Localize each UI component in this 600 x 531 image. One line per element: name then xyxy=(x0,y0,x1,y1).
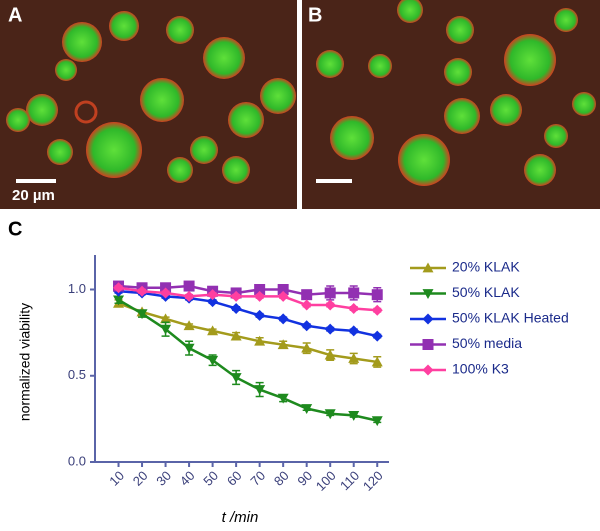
marker xyxy=(324,287,336,299)
legend-label: 100% K3 xyxy=(452,361,509,377)
marker xyxy=(371,330,383,342)
x-axis-title: t /min xyxy=(222,509,259,526)
marker xyxy=(254,290,266,302)
marker xyxy=(348,411,360,421)
marker xyxy=(207,325,219,336)
marker xyxy=(254,309,266,321)
x-tick-label: 50 xyxy=(200,468,221,489)
marker xyxy=(160,313,172,324)
marker xyxy=(348,325,360,337)
legend-label: 50% KLAK xyxy=(452,284,520,300)
marker xyxy=(230,302,242,314)
marker xyxy=(136,285,148,297)
panel-label: A xyxy=(8,4,22,26)
micrograph-b: B xyxy=(302,0,600,209)
x-tick-label: 90 xyxy=(294,468,315,489)
marker xyxy=(324,299,336,311)
series-line xyxy=(117,298,378,422)
x-tick-label: 60 xyxy=(224,468,245,489)
panel-label: C xyxy=(8,218,22,240)
marker xyxy=(183,343,195,354)
marker xyxy=(160,324,172,335)
y-tick-label: 0.0 xyxy=(68,453,86,468)
legend-marker xyxy=(422,262,434,273)
panel-label: B xyxy=(308,4,322,26)
x-tick-label: 100 xyxy=(313,468,339,494)
marker xyxy=(301,299,313,311)
marker xyxy=(207,355,219,366)
marker xyxy=(301,320,313,332)
legend-marker xyxy=(422,339,434,350)
x-tick-label: 110 xyxy=(337,468,362,493)
marker xyxy=(348,287,360,299)
marker xyxy=(301,342,313,353)
marker xyxy=(277,313,289,325)
marker xyxy=(183,320,195,331)
marker xyxy=(254,385,266,396)
marker xyxy=(324,349,336,360)
marker xyxy=(348,353,360,363)
legend-marker xyxy=(422,289,434,299)
marker xyxy=(113,295,125,306)
legend-marker xyxy=(422,313,434,325)
x-tick-label: 30 xyxy=(153,468,174,489)
x-tick-label: 80 xyxy=(271,468,292,489)
marker xyxy=(160,287,172,299)
marker xyxy=(254,284,266,295)
x-tick-label: 40 xyxy=(177,468,198,489)
legend-marker xyxy=(422,364,434,376)
legend-label: 50% KLAK Heated xyxy=(452,310,569,326)
series-line xyxy=(118,289,378,338)
marker xyxy=(348,302,360,314)
marker xyxy=(324,409,336,420)
marker xyxy=(254,335,266,346)
marker xyxy=(230,290,242,302)
y-axis-title: normalized viability xyxy=(17,303,33,421)
scale-bar-label: 20 µm xyxy=(12,187,55,204)
marker xyxy=(230,330,242,341)
y-tick-label: 0.5 xyxy=(68,367,86,382)
legend-label: 50% media xyxy=(452,335,522,351)
marker xyxy=(277,290,289,302)
marker xyxy=(207,289,219,301)
marker xyxy=(301,289,313,301)
marker xyxy=(371,304,383,316)
marker xyxy=(183,290,195,302)
marker xyxy=(277,339,289,350)
marker xyxy=(371,416,383,427)
marker xyxy=(113,282,125,294)
marker xyxy=(183,280,195,292)
x-tick-label: 20 xyxy=(130,468,151,489)
x-tick-label: 10 xyxy=(106,468,127,489)
marker xyxy=(136,309,148,320)
x-tick-label: 120 xyxy=(360,468,386,494)
marker xyxy=(230,373,242,383)
marker xyxy=(207,296,219,308)
marker xyxy=(277,393,289,404)
x-tick-label: 70 xyxy=(247,468,268,489)
y-tick-label: 1.0 xyxy=(68,281,86,296)
legend-label: 20% KLAK xyxy=(452,259,520,275)
micrograph-a: 20 µm A xyxy=(0,0,297,209)
marker xyxy=(301,404,313,415)
marker xyxy=(277,284,289,295)
marker xyxy=(324,323,336,335)
marker xyxy=(371,289,383,301)
marker xyxy=(371,356,383,367)
